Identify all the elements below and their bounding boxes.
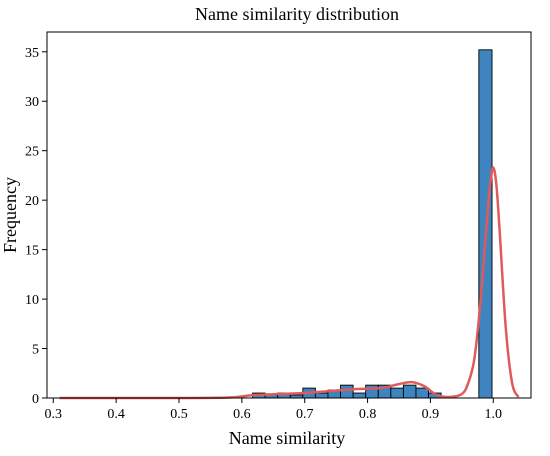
x-tick-label: 0.3 [45, 407, 63, 422]
y-tick-label: 35 [25, 46, 39, 61]
y-axis-label: Frequency [0, 177, 20, 253]
y-axis-ticks: 0 5 10 15 20 25 30 35 [25, 46, 47, 407]
y-tick-label: 25 [25, 145, 39, 160]
y-tick-label: 15 [25, 244, 39, 259]
histogram-bar-9 [365, 384, 379, 399]
chart-title: Name similarity distribution [195, 4, 399, 24]
y-tick-label: 0 [32, 392, 39, 407]
kde-curve [59, 166, 520, 400]
x-tick-label: 0.7 [296, 407, 314, 422]
histogram-bar-5 [314, 392, 329, 399]
histogram-bars [252, 49, 493, 399]
plot-frame [46, 31, 532, 399]
x-tick-label: 0.5 [170, 407, 188, 422]
axes [46, 31, 532, 399]
y-tick-label: 30 [25, 95, 39, 110]
x-axis-label: Name similarity [229, 428, 345, 448]
x-tick-label: 1.0 [485, 407, 503, 422]
x-tick-label: 0.8 [359, 407, 377, 422]
histogram-bar-11 [390, 387, 404, 399]
y-tick-label: 20 [25, 194, 39, 209]
x-tick-label: 0.4 [107, 407, 125, 422]
histogram-bar-12 [402, 384, 417, 399]
histogram-bar-7 [340, 384, 354, 399]
x-tick-label: 0.9 [422, 407, 440, 422]
histogram-bar-13 [415, 387, 429, 399]
y-tick-label: 10 [25, 293, 39, 308]
y-tick-label: 5 [32, 343, 39, 358]
x-tick-label: 0.6 [233, 407, 251, 422]
histogram-bar-8 [352, 392, 367, 399]
x-axis-ticks: 0.3 0.4 0.5 0.6 0.7 0.8 0.9 1.0 [45, 398, 503, 422]
